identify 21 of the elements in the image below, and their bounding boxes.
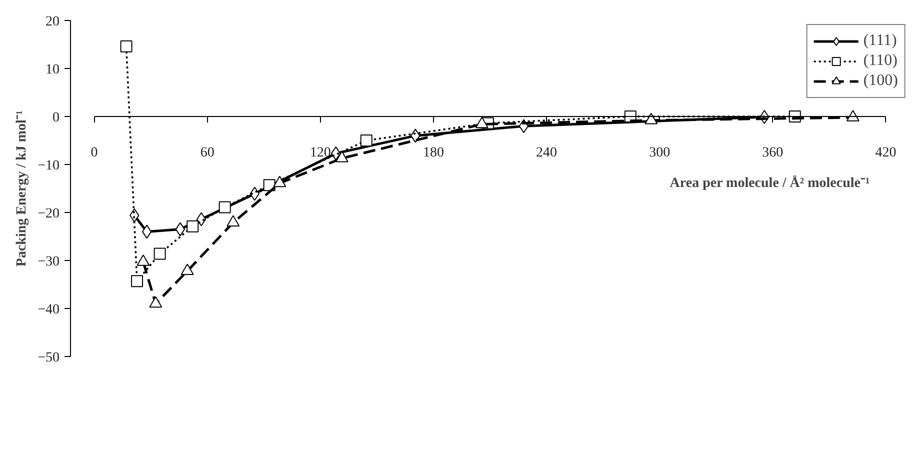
y-tick-label: 20: [46, 14, 60, 30]
x-tick-label: 60: [200, 146, 214, 160]
x-tick-label: 180: [422, 146, 444, 160]
x-tick-label: 0: [90, 146, 98, 160]
y-axis-title: Packing Energy / kJ mol⁻¹: [14, 110, 30, 267]
x-tick-label: 420: [875, 146, 896, 160]
y-tick-label: −10: [38, 158, 60, 174]
y-tick-label: 0: [52, 110, 60, 126]
x-tick-label: 360: [762, 146, 784, 160]
y-tick-label: −30: [38, 254, 60, 270]
x-tick-label: 240: [536, 146, 558, 160]
y-tick-label: 10: [46, 62, 60, 78]
x-tick-label: 300: [649, 146, 670, 160]
y-tick-label: −20: [38, 206, 60, 222]
x-tick-label: 120: [310, 146, 331, 160]
y-tick-label: −50: [38, 350, 60, 366]
legend-label: (100): [863, 72, 898, 90]
legend-label: (111): [863, 32, 897, 50]
legend-label: (110): [863, 52, 898, 70]
y-tick-label: −40: [38, 302, 60, 318]
x-axis-title: Area per molecule / Å² molecule⁻¹: [670, 175, 870, 192]
